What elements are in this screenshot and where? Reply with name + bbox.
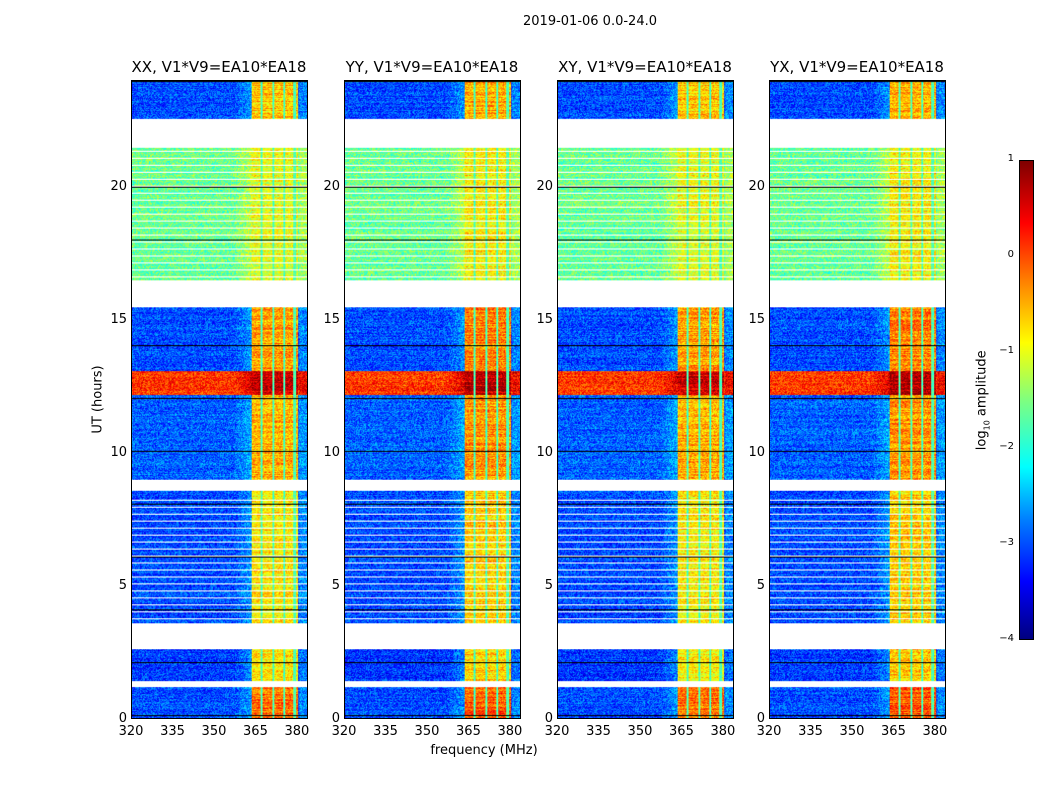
y-tick-label: 5 xyxy=(118,577,127,593)
x-tick-label: 350 xyxy=(627,724,653,739)
colorbar xyxy=(1019,160,1034,640)
y-tick-label: 20 xyxy=(536,178,553,194)
y-tick-label: 20 xyxy=(748,178,765,194)
x-tick-label: 350 xyxy=(201,724,227,739)
y-tick-label: 5 xyxy=(544,577,553,593)
y-tick-label: 10 xyxy=(536,444,553,460)
colorbar-tick-label: 1 xyxy=(1007,153,1014,164)
y-tick-label: 0 xyxy=(331,711,340,726)
x-tick-label: 335 xyxy=(798,724,823,739)
spectrogram-panel xyxy=(557,80,734,719)
y-axis-label: UT (hours) xyxy=(90,365,106,434)
x-tick-label: 380 xyxy=(497,724,523,739)
y-tick-label: 0 xyxy=(118,711,127,726)
colorbar-tick-label: −3 xyxy=(999,537,1014,548)
x-tick-label: 320 xyxy=(118,724,144,739)
y-tick-label: 10 xyxy=(323,444,340,460)
spectrogram-panel xyxy=(344,80,521,719)
y-tick-label: 15 xyxy=(748,311,765,327)
panel-title: XY, V1*V9=EA10*EA18 xyxy=(558,58,732,76)
x-tick-label: 365 xyxy=(669,724,694,739)
x-tick-label: 335 xyxy=(373,724,398,739)
x-tick-label: 365 xyxy=(881,724,906,739)
panel-title: XX, V1*V9=EA10*EA18 xyxy=(131,58,307,76)
x-axis-label: frequency (MHz) xyxy=(430,743,538,758)
x-tick-label: 350 xyxy=(839,724,865,739)
x-tick-label: 380 xyxy=(710,724,736,739)
y-tick-label: 10 xyxy=(110,444,127,460)
y-tick-label: 20 xyxy=(110,178,127,194)
x-tick-label: 380 xyxy=(922,724,948,739)
x-tick-label: 365 xyxy=(456,724,481,739)
figure-title: 2019-01-06 0.0-24.0 xyxy=(523,14,657,29)
panel-title: YX, V1*V9=EA10*EA18 xyxy=(770,58,944,76)
panel-title: YY, V1*V9=EA10*EA18 xyxy=(345,58,519,76)
colorbar-tick-label: −2 xyxy=(999,441,1014,452)
x-tick-label: 350 xyxy=(414,724,440,739)
x-tick-label: 320 xyxy=(756,724,782,739)
spectrogram-panel xyxy=(131,80,308,719)
y-tick-label: 10 xyxy=(748,444,765,460)
y-tick-label: 5 xyxy=(756,577,765,593)
x-tick-label: 335 xyxy=(586,724,611,739)
spectrogram-heatmap xyxy=(770,81,945,718)
spectrogram-panel xyxy=(769,80,946,719)
spectrogram-heatmap xyxy=(132,81,307,718)
colorbar-tick-label: −4 xyxy=(999,633,1014,644)
x-tick-label: 320 xyxy=(331,724,357,739)
y-tick-label: 0 xyxy=(756,711,765,726)
y-tick-label: 15 xyxy=(110,311,127,327)
spectrogram-heatmap xyxy=(345,81,520,718)
y-tick-label: 15 xyxy=(323,311,340,327)
colorbar-tick-label: 0 xyxy=(1007,249,1014,260)
y-tick-label: 0 xyxy=(544,711,553,726)
x-tick-label: 335 xyxy=(160,724,185,739)
x-tick-label: 365 xyxy=(243,724,268,739)
spectrogram-heatmap xyxy=(558,81,733,718)
x-tick-label: 380 xyxy=(284,724,310,739)
y-tick-label: 5 xyxy=(331,577,340,593)
y-tick-label: 20 xyxy=(323,178,340,194)
x-tick-label: 320 xyxy=(544,724,570,739)
colorbar-tick-label: −1 xyxy=(999,345,1014,356)
y-tick-label: 15 xyxy=(536,311,553,327)
